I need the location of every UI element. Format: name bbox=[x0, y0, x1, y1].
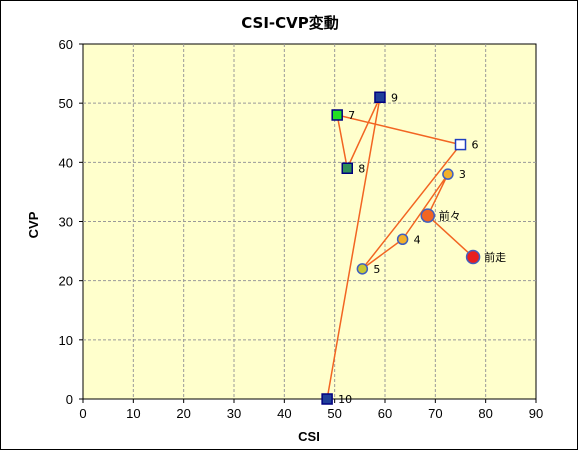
x-tick-label: 30 bbox=[227, 406, 241, 421]
grid-lines bbox=[83, 44, 536, 399]
y-tick-label: 50 bbox=[59, 96, 73, 111]
y-axis-ticks: 0 10 20 30 40 50 60 bbox=[59, 37, 83, 407]
x-tick-label: 90 bbox=[529, 406, 543, 421]
data-point-label: 前走 bbox=[484, 250, 506, 264]
series-line bbox=[326, 96, 474, 400]
x-tick-label: 50 bbox=[327, 406, 341, 421]
data-point-square bbox=[374, 91, 386, 103]
data-point-circle bbox=[420, 208, 436, 223]
data-point-label: 5 bbox=[373, 263, 380, 276]
data-point-square bbox=[321, 393, 333, 405]
x-tick-label: 80 bbox=[478, 406, 492, 421]
data-point-circle bbox=[396, 233, 409, 245]
x-tick-label: 40 bbox=[277, 406, 291, 421]
data-point-circle bbox=[465, 249, 481, 265]
data-point-label: 10 bbox=[338, 393, 352, 406]
y-tick-label: 20 bbox=[59, 274, 73, 289]
y-tick-label: 60 bbox=[59, 37, 73, 52]
data-point-label: 9 bbox=[391, 91, 398, 104]
data-point-label: 8 bbox=[358, 162, 365, 175]
x-tick-label: 0 bbox=[79, 406, 86, 421]
x-axis-ticks: 0 10 20 30 40 50 60 70 80 90 bbox=[79, 399, 543, 421]
data-point-label: 4 bbox=[414, 233, 421, 246]
data-point-square bbox=[454, 138, 467, 151]
series-points bbox=[321, 91, 481, 405]
data-point-label: 6 bbox=[472, 139, 479, 152]
y-axis-label: CVP bbox=[26, 211, 41, 238]
y-tick-label: 0 bbox=[66, 392, 73, 407]
x-tick-label: 60 bbox=[378, 406, 392, 421]
x-tick-label: 10 bbox=[126, 406, 140, 421]
y-tick-label: 10 bbox=[59, 333, 73, 348]
x-tick-label: 20 bbox=[176, 406, 190, 421]
data-point-label: 前々 bbox=[439, 209, 461, 223]
data-point-circle bbox=[442, 168, 454, 180]
data-point-label: 3 bbox=[459, 168, 466, 181]
data-point-label: 7 bbox=[348, 109, 355, 122]
y-tick-label: 40 bbox=[59, 155, 73, 170]
data-point-circle bbox=[356, 263, 369, 275]
series-lines bbox=[326, 96, 474, 400]
x-tick-label: 70 bbox=[428, 406, 442, 421]
data-point-square bbox=[341, 162, 353, 174]
y-tick-label: 30 bbox=[59, 215, 73, 230]
chart-title: CSI-CVP変動 bbox=[241, 14, 339, 32]
x-axis-label: CSI bbox=[298, 429, 320, 444]
data-point-square bbox=[331, 109, 343, 121]
